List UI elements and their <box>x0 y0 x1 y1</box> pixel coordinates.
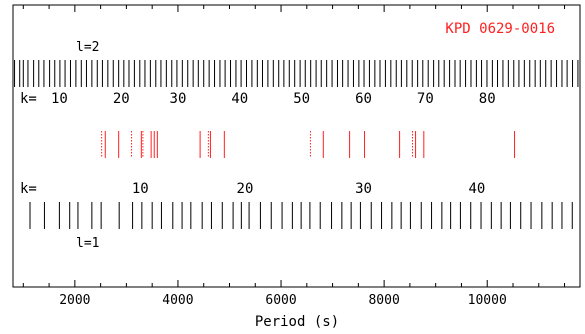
l2-k-label: 60 <box>355 91 372 107</box>
x-tick-label: 8000 <box>368 293 399 308</box>
l2-model-periods <box>14 60 579 87</box>
plot-frame <box>12 4 581 288</box>
l1-k-prefix: k= <box>20 181 37 197</box>
l1-k-label: 40 <box>468 181 485 197</box>
l2-k-label: 20 <box>113 91 130 107</box>
l1-model-periods <box>29 202 573 229</box>
l2-k-label: 30 <box>170 91 187 107</box>
l2-label: l=2 <box>76 40 99 55</box>
l2-k-label: 50 <box>293 91 310 107</box>
x-axis-label: Period (s) <box>255 314 339 330</box>
l1-k-label: 20 <box>237 181 254 197</box>
x-tick-label: 2000 <box>59 293 90 308</box>
x-tick-label: 4000 <box>162 293 193 308</box>
l2-k-prefix: k= <box>20 91 37 107</box>
x-tick-label: 6000 <box>265 293 296 308</box>
chart-title: KPD 0629-0016 <box>445 21 555 37</box>
l1-k-labels: 10 20 30 40 <box>132 181 485 197</box>
x-tick-label: 10000 <box>468 293 507 308</box>
l2-k-label: 40 <box>231 91 248 107</box>
observed-periods <box>101 131 516 158</box>
l2-k-labels: 10 20 30 40 50 60 70 80 <box>51 91 496 107</box>
l1-label: l=1 <box>76 236 99 251</box>
l2-k-label: 70 <box>417 91 434 107</box>
x-axis: 2000 4000 6000 8000 10000 <box>22 5 566 308</box>
l1-k-label: 10 <box>132 181 149 197</box>
l1-k-label: 30 <box>355 181 372 197</box>
l2-k-label: 80 <box>479 91 496 107</box>
l2-k-label: 10 <box>51 91 68 107</box>
